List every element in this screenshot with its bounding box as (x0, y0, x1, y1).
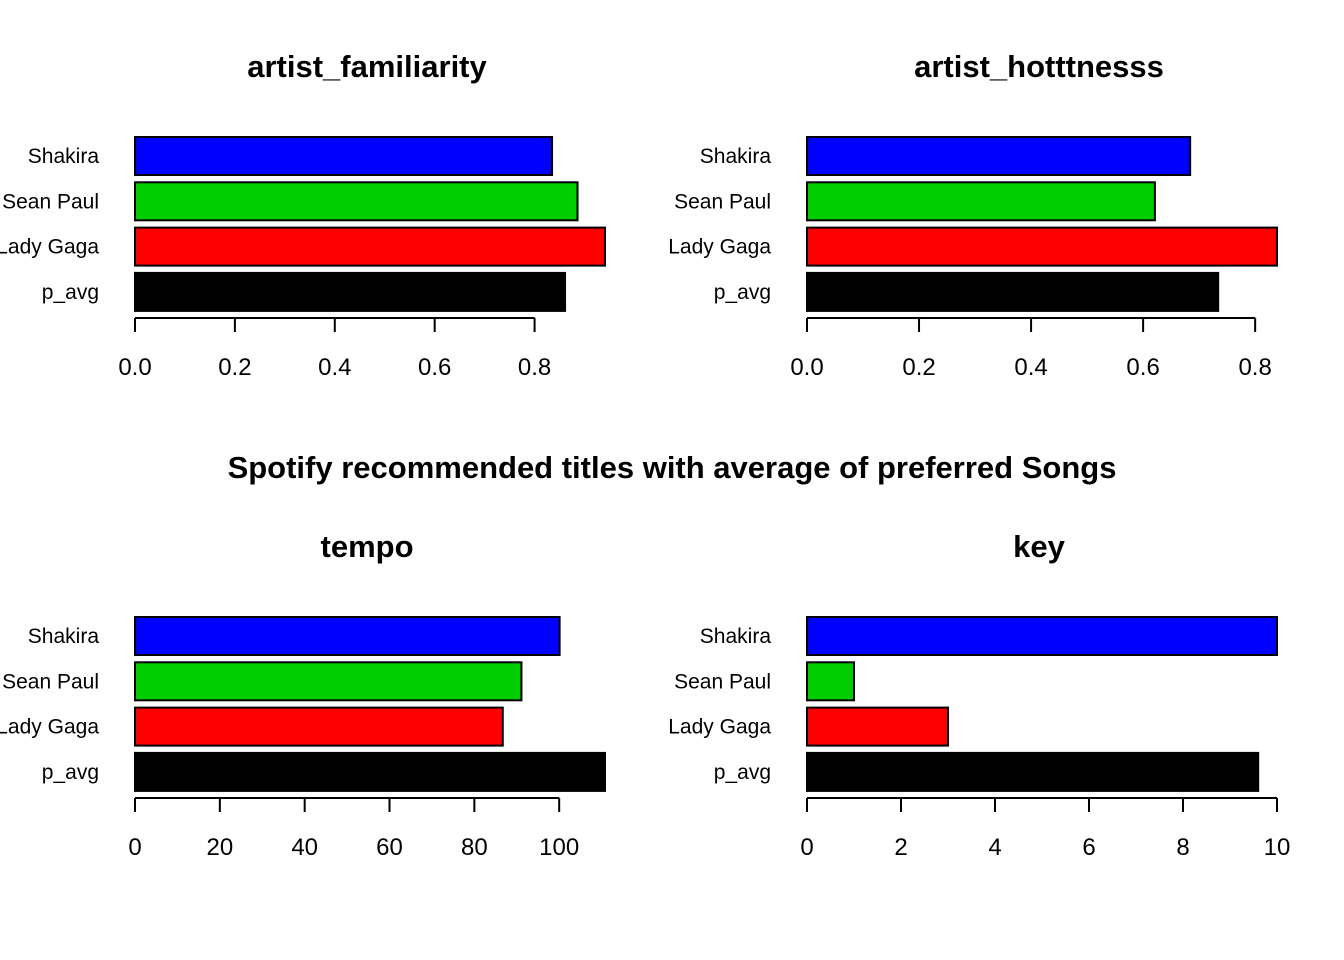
bar-sean-paul (134, 661, 523, 702)
figure-title: Spotify recommended titles with average … (228, 450, 1117, 485)
panel-title: artist_familiarity (247, 49, 487, 84)
bar-lady-gaga (134, 226, 606, 267)
x-tick-label: 20 (206, 834, 233, 861)
x-tick-label: 0.2 (902, 354, 935, 381)
panel-title: artist_hotttnesss (914, 49, 1164, 84)
x-tick-label: 60 (376, 834, 403, 861)
x-tick-label: 0.6 (418, 354, 451, 381)
bar-sean-paul (806, 661, 855, 702)
bar-lady-gaga (806, 706, 949, 747)
x-tick-label: 10 (1264, 834, 1291, 861)
x-tick-label: 8 (1176, 834, 1189, 861)
category-label: p_avg (42, 281, 99, 304)
category-label: Sean Paul (674, 190, 771, 213)
x-tick-label: 0.4 (1014, 354, 1047, 381)
panel-tempo: tempo Shakira Sean Paul Lady Gaga p_avg 0 20 40… (0, 529, 606, 861)
category-label: p_avg (714, 281, 771, 304)
x-tick-label: 6 (1082, 834, 1095, 861)
category-label: Shakira (700, 625, 772, 648)
category-label: Shakira (28, 625, 100, 648)
bar-shakira (134, 616, 561, 656)
panel-artist-familiarity: artist_familiarity Shakira Sean Paul Lady G… (0, 49, 606, 381)
panel-title: tempo (321, 529, 414, 564)
bar-lady-gaga (806, 226, 1278, 267)
category-label: Sean Paul (2, 670, 99, 693)
category-label: Sean Paul (2, 190, 99, 213)
x-tick-label: 0.8 (1238, 354, 1271, 381)
category-label: Lady Gaga (0, 716, 99, 739)
bar-shakira (806, 136, 1192, 176)
x-tick-label: 4 (988, 834, 1001, 861)
panel-artist-hotttnesss: artist_hotttnesss Shakira Sean Paul Lady Ga… (668, 49, 1278, 381)
bar-sean-paul (134, 181, 579, 222)
x-tick-label: 2 (894, 834, 907, 861)
x-tick-label: 0 (128, 834, 141, 861)
x-tick-label: 40 (291, 834, 318, 861)
category-label: p_avg (42, 761, 99, 784)
bar-p_avg (134, 751, 606, 792)
x-tick-label: 0.0 (118, 354, 151, 381)
bar-shakira (134, 136, 554, 176)
category-label: Lady Gaga (0, 236, 99, 259)
bar-sean-paul (806, 181, 1156, 222)
x-tick-label: 0 (800, 834, 813, 861)
bar-p_avg (806, 751, 1260, 792)
panel-key: key Shakira Sean Paul Lady Gaga p_avg 0 2 4 6 8 10 (668, 529, 1290, 861)
category-label: Lady Gaga (668, 716, 771, 739)
category-label: Shakira (28, 145, 100, 168)
category-label: Lady Gaga (668, 236, 771, 259)
x-tick-label: 100 (539, 834, 579, 861)
bar-lady-gaga (134, 706, 504, 747)
x-tick-label: 0.6 (1126, 354, 1159, 381)
category-label: p_avg (714, 761, 771, 784)
x-tick-label: 0.2 (218, 354, 251, 381)
bar-p_avg (806, 271, 1220, 312)
panel-title: key (1013, 529, 1065, 564)
x-tick-label: 0.4 (318, 354, 351, 381)
x-tick-label: 80 (461, 834, 488, 861)
bar-shakira (806, 616, 1278, 656)
x-tick-label: 0.0 (790, 354, 823, 381)
bar-p_avg (134, 271, 567, 312)
category-label: Sean Paul (674, 670, 771, 693)
category-label: Shakira (700, 145, 772, 168)
x-tick-label: 0.8 (518, 354, 551, 381)
